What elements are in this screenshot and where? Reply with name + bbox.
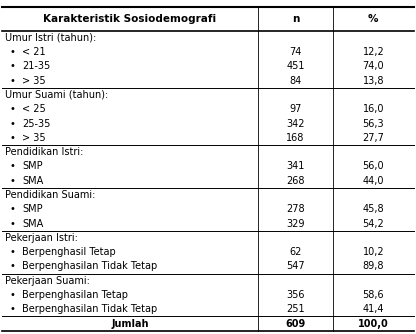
Text: 342: 342 <box>286 119 305 129</box>
Text: 16,0: 16,0 <box>363 104 384 114</box>
Text: < 25: < 25 <box>22 104 46 114</box>
Text: •: • <box>10 161 15 171</box>
Text: Pekerjaan Istri:: Pekerjaan Istri: <box>5 233 78 243</box>
Text: 56,3: 56,3 <box>363 119 384 129</box>
Text: •: • <box>10 76 15 86</box>
Text: SMA: SMA <box>22 218 43 228</box>
Text: 56,0: 56,0 <box>363 161 384 171</box>
Text: 74: 74 <box>289 47 302 57</box>
Text: 12,2: 12,2 <box>362 47 384 57</box>
Text: 84: 84 <box>289 76 302 86</box>
Text: 54,2: 54,2 <box>362 218 384 228</box>
Text: Berpenghasilan Tidak Tetap: Berpenghasilan Tidak Tetap <box>22 262 157 272</box>
Text: 278: 278 <box>286 204 305 214</box>
Text: 58,6: 58,6 <box>363 290 384 300</box>
Text: 41,4: 41,4 <box>363 304 384 314</box>
Text: 25-35: 25-35 <box>22 119 50 129</box>
Text: •: • <box>10 61 15 71</box>
Text: 74,0: 74,0 <box>363 61 384 71</box>
Text: 45,8: 45,8 <box>363 204 384 214</box>
Text: 10,2: 10,2 <box>363 247 384 257</box>
Text: 89,8: 89,8 <box>363 262 384 272</box>
Text: 21-35: 21-35 <box>22 61 50 71</box>
Text: 13,8: 13,8 <box>363 76 384 86</box>
Text: Umur Istri (tahun):: Umur Istri (tahun): <box>5 33 97 43</box>
Text: •: • <box>10 47 15 57</box>
Text: Pendidikan Suami:: Pendidikan Suami: <box>5 190 96 200</box>
Text: 168: 168 <box>286 133 305 143</box>
Text: •: • <box>10 176 15 186</box>
Text: 609: 609 <box>285 319 305 329</box>
Text: •: • <box>10 104 15 114</box>
Text: 27,7: 27,7 <box>362 133 384 143</box>
Text: Pekerjaan Suami:: Pekerjaan Suami: <box>5 276 90 286</box>
Text: > 35: > 35 <box>22 133 46 143</box>
Text: 44,0: 44,0 <box>363 176 384 186</box>
Text: Berpenghasilan Tetap: Berpenghasilan Tetap <box>22 290 128 300</box>
Text: •: • <box>10 262 15 272</box>
Text: SMP: SMP <box>22 161 43 171</box>
Text: > 35: > 35 <box>22 76 46 86</box>
Text: SMP: SMP <box>22 204 43 214</box>
Text: 451: 451 <box>286 61 305 71</box>
Text: 100,0: 100,0 <box>358 319 389 329</box>
Text: Jumlah: Jumlah <box>111 319 149 329</box>
Text: Karakteristik Sosiodemografi: Karakteristik Sosiodemografi <box>43 14 217 24</box>
Text: •: • <box>10 218 15 228</box>
Text: n: n <box>292 14 299 24</box>
Text: •: • <box>10 247 15 257</box>
Text: 341: 341 <box>286 161 305 171</box>
Text: •: • <box>10 204 15 214</box>
Text: 62: 62 <box>289 247 302 257</box>
Text: %: % <box>368 14 379 24</box>
Text: 329: 329 <box>286 218 305 228</box>
Text: < 21: < 21 <box>22 47 46 57</box>
Text: SMA: SMA <box>22 176 43 186</box>
Text: Umur Suami (tahun):: Umur Suami (tahun): <box>5 90 109 100</box>
Text: Berpenghasil Tetap: Berpenghasil Tetap <box>22 247 116 257</box>
Text: 356: 356 <box>286 290 305 300</box>
Text: •: • <box>10 290 15 300</box>
Text: 251: 251 <box>286 304 305 314</box>
Text: •: • <box>10 304 15 314</box>
Text: •: • <box>10 133 15 143</box>
Text: 268: 268 <box>286 176 305 186</box>
Text: •: • <box>10 119 15 129</box>
Text: 547: 547 <box>286 262 305 272</box>
Text: Pendidikan Istri:: Pendidikan Istri: <box>5 147 84 157</box>
Text: Berpenghasilan Tidak Tetap: Berpenghasilan Tidak Tetap <box>22 304 157 314</box>
Text: 97: 97 <box>289 104 302 114</box>
